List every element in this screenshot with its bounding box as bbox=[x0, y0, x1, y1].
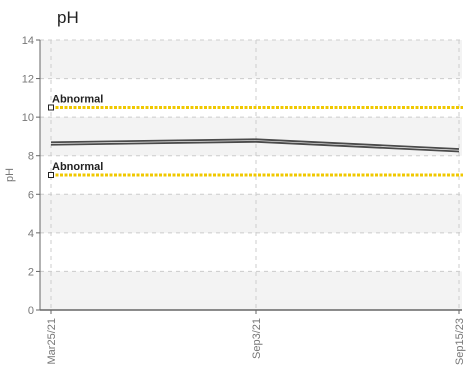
background-band bbox=[40, 40, 462, 79]
x-tick-label: Mar25/21 bbox=[46, 318, 58, 364]
series-line bbox=[50, 140, 460, 153]
reference-marker bbox=[48, 104, 54, 111]
y-tick-label: 8 bbox=[28, 151, 34, 163]
y-tick-label: 12 bbox=[22, 74, 34, 86]
y-tick-label: 14 bbox=[22, 35, 34, 47]
y-tick-label: 10 bbox=[22, 112, 34, 124]
y-tick-label: 6 bbox=[28, 189, 34, 201]
reference-label: Abnormal bbox=[52, 161, 103, 173]
background-band bbox=[40, 271, 462, 310]
y-tick-label: 0 bbox=[28, 305, 34, 317]
y-tick-label: 4 bbox=[28, 228, 34, 240]
background-band bbox=[40, 194, 462, 233]
y-axis-label: pH bbox=[4, 168, 16, 182]
tick-labels: 0 2 4 6 8 10 12 14 Mar25/21 Sep3/21 Sep15/23 pH bbox=[4, 35, 466, 365]
background-bands bbox=[40, 40, 462, 310]
y-tick-label: 2 bbox=[28, 266, 34, 278]
background-band bbox=[40, 117, 462, 156]
axes bbox=[36, 39, 462, 314]
reference-label: Abnormal bbox=[52, 94, 103, 106]
reference-lines: Abnormal Abnormal bbox=[48, 94, 463, 178]
chart-title: pH bbox=[57, 8, 79, 27]
x-tick-label: Sep3/21 bbox=[251, 318, 263, 359]
series-layer bbox=[50, 138, 460, 153]
x-tick-label: Sep15/23 bbox=[454, 318, 466, 365]
grid-lines bbox=[40, 39, 462, 310]
reference-marker bbox=[48, 172, 54, 178]
series-line bbox=[50, 138, 460, 150]
